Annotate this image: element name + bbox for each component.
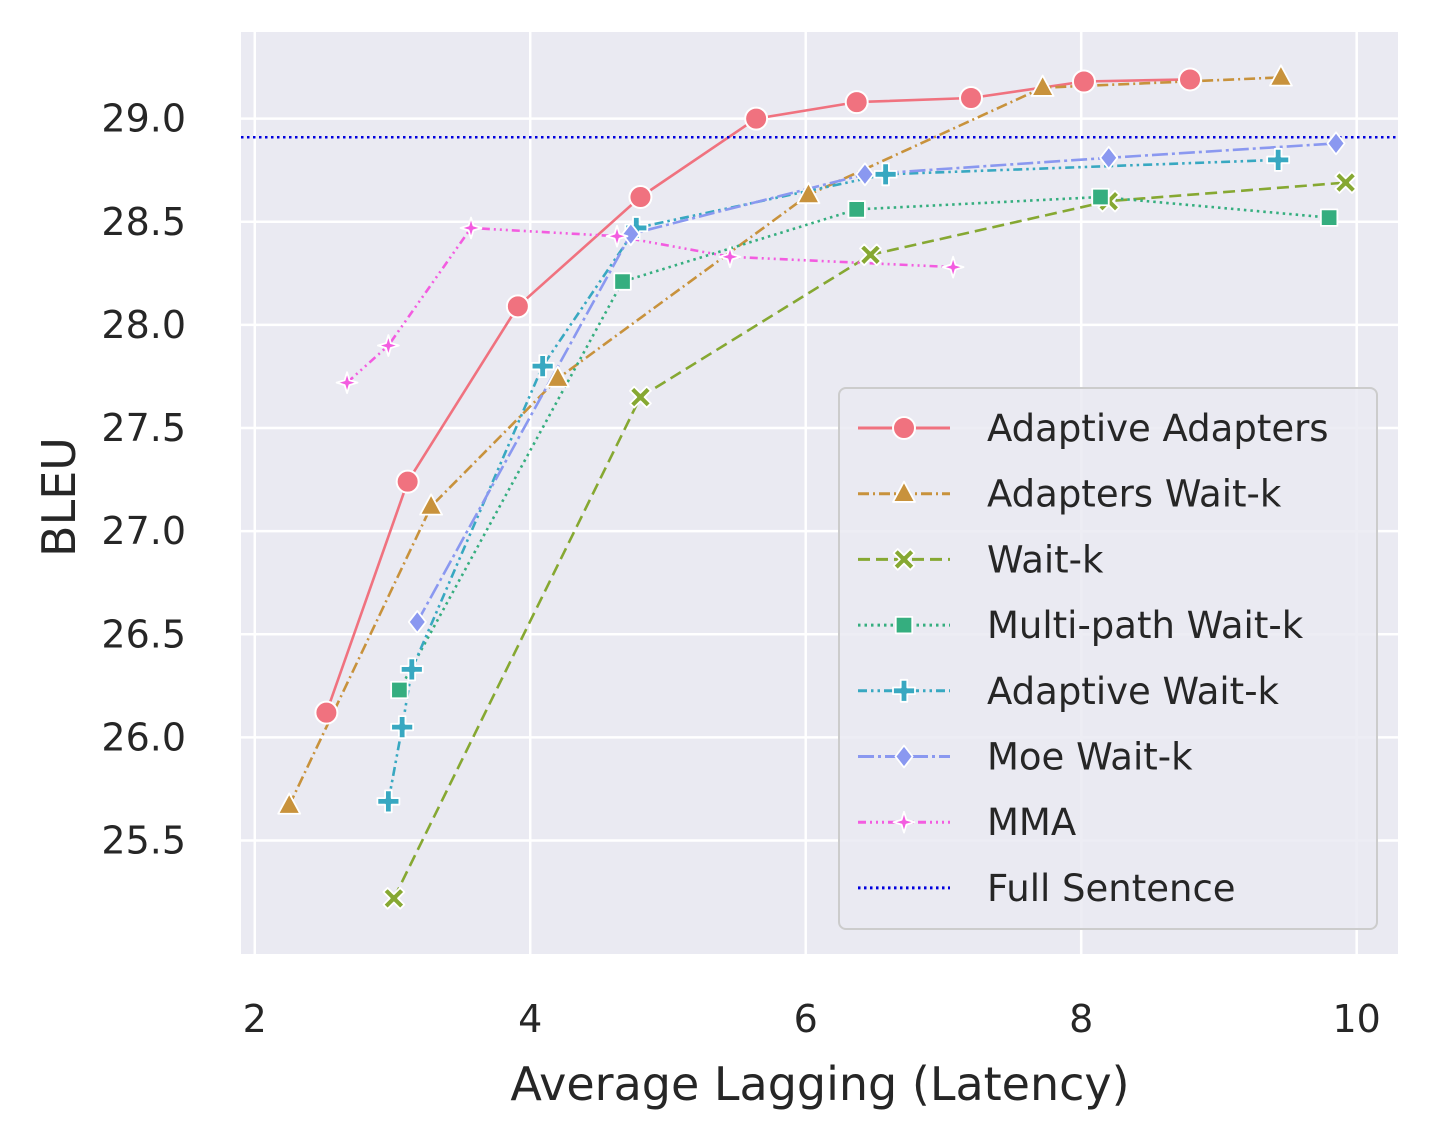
data-point [744,106,769,131]
data-point [390,715,415,740]
data-point [628,185,653,210]
legend: Adaptive Adapters Adapters Wait-k Wait-k Mu… [838,387,1378,930]
legend-entry-wait-k: Wait-k [858,538,1104,581]
data-point [407,610,427,634]
legend-marker [892,810,916,834]
legend-label: MMA [987,801,1076,844]
markers-adaptive-adapters [314,67,1203,725]
series-mma [346,226,954,384]
markers-mma [335,216,965,394]
data-point [335,371,359,394]
series-line [346,226,954,384]
legend-box [838,387,1378,930]
legend-label: Multi-path Wait-k [987,604,1304,647]
legend-label: Adapters Wait-k [987,473,1282,516]
y-axis: BLEU 25.5 26.0 26.5 27.0 27.5 28.0 28.5 29.0 [32,97,186,863]
y-tick-label: 26.0 [101,715,186,759]
data-point [847,200,866,219]
legend-marker [892,678,916,703]
markers-moe-wait-k [407,131,1346,634]
legend-label: Moe Wait-k [987,736,1193,779]
legend-marker [894,744,914,769]
data-point [1030,74,1055,97]
legend-entry-mma: MMA [858,801,1076,844]
data-point [1319,208,1339,227]
data-point [629,385,652,409]
data-point [959,86,984,111]
data-point [613,272,632,291]
data-point [855,162,875,187]
data-point [873,162,898,187]
y-tick-label: 28.5 [101,200,186,244]
y-tick-label: 29.0 [101,97,186,141]
data-point [844,90,869,115]
legend-entry-adaptive-wait-k: Adaptive Wait-k [858,670,1280,713]
legend-entry-full-sentence: Full Sentence [858,867,1236,910]
data-point [941,255,965,279]
data-point [1326,131,1346,156]
legend-label: Full Sentence [987,867,1236,910]
data-point [376,789,401,814]
data-point [1266,147,1291,172]
x-tick-label: 10 [1332,997,1380,1041]
legend-marker [892,548,916,571]
data-point [1269,64,1293,87]
data-point [624,216,649,240]
data-point [459,216,483,240]
x-tick-label: 2 [243,997,267,1041]
data-point [718,245,742,269]
legend-marker [892,416,916,440]
legend-label: Adaptive Wait-k [987,670,1280,713]
data-point [395,469,420,494]
data-point [621,222,641,247]
data-point [382,886,406,910]
data-point [530,354,555,379]
data-point [1099,145,1119,170]
x-axis-label: Average Lagging (Latency) [510,1057,1129,1111]
data-point [1178,67,1203,92]
data-point [419,493,443,516]
data-point [1071,69,1096,94]
markers-adaptive-wait-k [376,147,1291,814]
data-point [390,680,409,700]
y-axis-label: BLEU [32,437,86,557]
legend-label: Wait-k [987,538,1104,581]
data-point [314,700,339,725]
legend-entry-moe-wait-k: Moe Wait-k [858,736,1193,779]
legend-marker [894,615,914,635]
data-point [399,657,424,682]
data-point [796,181,821,205]
data-point [605,224,629,248]
data-point [859,243,882,267]
x-axis: Average Lagging (Latency) 2 4 6 8 10 [243,997,1381,1111]
legend-entry-multi-path-wait-k: Multi-path Wait-k [858,604,1304,647]
markers-adapters-wait-k [277,64,1293,815]
legend-marker [892,480,916,503]
data-point [545,365,570,388]
y-tick-label: 27.0 [101,509,186,553]
data-point [277,792,302,815]
y-tick-label: 27.5 [101,406,186,450]
y-tick-label: 25.5 [101,819,186,863]
data-point [1091,187,1110,207]
y-tick-label: 28.0 [101,303,186,347]
x-tick-label: 4 [518,997,542,1041]
markers-multi-path-wait-k [390,187,1339,700]
x-tick-label: 6 [794,997,818,1041]
legend-label: Adaptive Adapters [987,407,1329,450]
legend-entry-adapters-wait-k: Adapters Wait-k [858,473,1282,516]
x-tick-label: 8 [1069,997,1093,1041]
legend-entry-adaptive-adapters: Adaptive Adapters [858,407,1329,450]
data-point [505,294,530,319]
y-tick-label: 26.5 [101,612,186,656]
data-point [377,334,400,357]
data-point [1334,171,1358,194]
